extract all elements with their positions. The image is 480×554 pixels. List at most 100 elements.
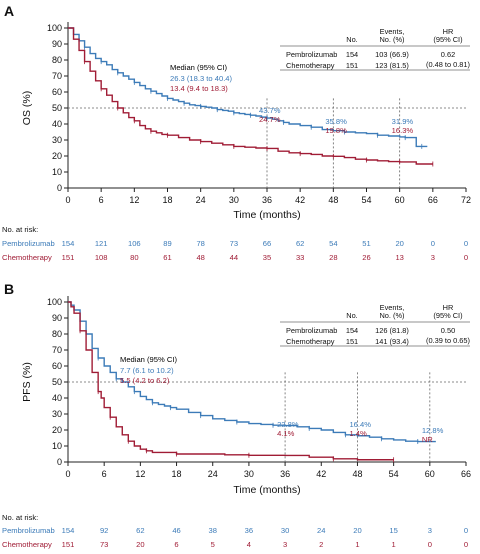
panel-letter: B	[4, 281, 14, 297]
risk-value: 38	[209, 526, 217, 535]
risk-value: 0	[464, 239, 468, 248]
landmark-pembro-label: 12.8%	[422, 426, 444, 435]
risk-value: 20	[395, 239, 403, 248]
km-curve-pembrolizumab	[68, 301, 436, 443]
risk-row-label: Chemotherapy	[2, 253, 52, 262]
y-tick-label: 0	[57, 457, 62, 467]
risk-value: 36	[245, 526, 253, 535]
risk-value: 5	[211, 540, 215, 549]
risk-value: 6	[174, 540, 178, 549]
risk-value: 154	[62, 526, 75, 535]
y-tick-label: 40	[52, 393, 62, 403]
risk-value: 2	[319, 540, 323, 549]
risk-value: 30	[281, 526, 289, 535]
median-value: 7.7 (6.1 to 10.2)	[120, 366, 174, 375]
landmark-chemo-label: 19.8%	[325, 126, 347, 135]
risk-value: 108	[95, 253, 108, 262]
risk-value: 0	[464, 253, 468, 262]
table-row-name: Chemotherapy	[286, 61, 335, 70]
y-tick-label: 60	[52, 361, 62, 371]
risk-value: 0	[464, 526, 468, 535]
risk-row-label: Pembrolizumab	[2, 239, 55, 248]
risk-header: No. at risk:	[2, 225, 38, 234]
table-row-n: 151	[346, 61, 358, 70]
y-tick-label: 50	[52, 103, 62, 113]
x-tick-label: 42	[295, 195, 305, 205]
table-row-events: 141 (93.4)	[375, 337, 409, 346]
median-value: 26.3 (18.3 to 40.4)	[170, 74, 233, 83]
risk-value: 62	[296, 239, 304, 248]
x-tick-label: 0	[65, 469, 70, 479]
risk-value: 1	[355, 540, 359, 549]
y-tick-label: 70	[52, 345, 62, 355]
x-tick-label: 48	[328, 195, 338, 205]
risk-value: 62	[136, 526, 144, 535]
table-row-hr: 0.62	[441, 50, 455, 59]
x-tick-label: 60	[425, 469, 435, 479]
risk-value: 92	[100, 526, 108, 535]
median-value: 5.5 (4.2 to 6.2)	[120, 376, 170, 385]
x-tick-label: 18	[162, 195, 172, 205]
landmark-pembro-label: 43.7%	[259, 106, 281, 115]
table-row-name: Pembrolizumab	[286, 326, 337, 335]
table-header: (95% CI)	[433, 311, 462, 320]
table-row-ci: (0.39 to 0.65)	[426, 336, 470, 345]
table-header: HR	[443, 27, 454, 36]
risk-value: 54	[329, 239, 337, 248]
risk-value: 3	[283, 540, 287, 549]
y-tick-label: 60	[52, 87, 62, 97]
y-tick-label: 30	[52, 409, 62, 419]
landmark-pembro-label: 16.4%	[349, 420, 371, 429]
x-tick-label: 42	[316, 469, 326, 479]
risk-value: 4	[247, 540, 251, 549]
x-tick-label: 6	[102, 469, 107, 479]
risk-value: 151	[62, 253, 75, 262]
table-row-events: 103 (66.9)	[375, 50, 409, 59]
landmark-chemo-label: NR	[422, 435, 433, 444]
y-tick-label: 0	[57, 183, 62, 193]
y-axis-label: PFS (%)	[21, 362, 33, 402]
x-tick-label: 0	[65, 195, 70, 205]
x-tick-label: 24	[208, 469, 218, 479]
risk-value: 154	[62, 239, 75, 248]
risk-value: 15	[389, 526, 397, 535]
risk-value: 1	[392, 540, 396, 549]
landmark-pembro-label: 35.8%	[325, 117, 347, 126]
risk-value: 20	[136, 540, 144, 549]
table-header: Events,	[380, 303, 405, 312]
table-row-n: 151	[346, 337, 358, 346]
x-tick-label: 36	[280, 469, 290, 479]
risk-value: 66	[263, 239, 271, 248]
risk-value: 13	[395, 253, 403, 262]
x-tick-label: 12	[129, 195, 139, 205]
table-header: No. (%)	[379, 35, 404, 44]
risk-value: 35	[263, 253, 271, 262]
median-title: Median (95% CI)	[170, 63, 227, 72]
risk-row-label: Chemotherapy	[2, 540, 52, 549]
x-tick-label: 12	[135, 469, 145, 479]
risk-value: 46	[172, 526, 180, 535]
risk-value: 89	[163, 239, 171, 248]
table-row-hr: 0.50	[441, 326, 455, 335]
x-tick-label: 24	[196, 195, 206, 205]
risk-value: 33	[296, 253, 304, 262]
x-tick-label: 72	[461, 195, 471, 205]
risk-value: 73	[100, 540, 108, 549]
table-header: No. (%)	[379, 311, 404, 320]
risk-row-label: Pembrolizumab	[2, 526, 55, 535]
landmark-chemo-label: 24.7%	[259, 115, 281, 124]
table-row-name: Pembrolizumab	[286, 50, 337, 59]
table-row-n: 154	[346, 50, 358, 59]
table-row-events: 123 (81.5)	[375, 61, 409, 70]
x-tick-label: 18	[172, 469, 182, 479]
x-tick-label: 54	[361, 195, 371, 205]
y-tick-label: 100	[47, 297, 62, 307]
table-row-n: 154	[346, 326, 358, 335]
risk-value: 80	[130, 253, 138, 262]
risk-value: 24	[317, 526, 325, 535]
y-tick-label: 20	[52, 151, 62, 161]
risk-value: 73	[230, 239, 238, 248]
